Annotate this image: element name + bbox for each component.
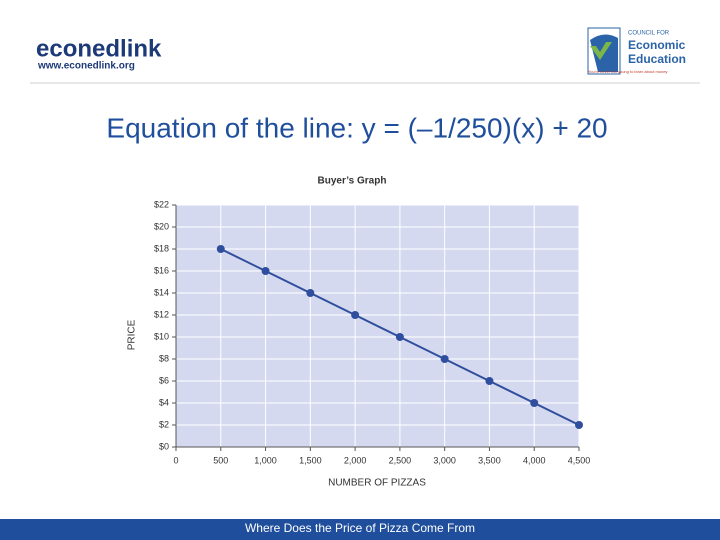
y-tick-label: $14 bbox=[154, 287, 169, 297]
data-point bbox=[261, 267, 270, 275]
x-tick-label: 2,000 bbox=[344, 455, 367, 465]
x-tick-label: 2,500 bbox=[389, 455, 412, 465]
council-icon-check bbox=[590, 42, 612, 60]
y-tick-label: $22 bbox=[154, 199, 169, 209]
council-line: Education bbox=[628, 52, 686, 66]
footer-text: Where Does the Price of Pizza Come From bbox=[245, 521, 475, 535]
data-point bbox=[395, 333, 404, 341]
data-point bbox=[530, 399, 539, 407]
y-tick-label: $12 bbox=[154, 309, 169, 319]
x-tick-label: 3,000 bbox=[433, 455, 456, 465]
x-tick-label: 1,500 bbox=[299, 455, 322, 465]
footer-bar bbox=[0, 519, 720, 540]
y-tick-label: $16 bbox=[154, 265, 169, 275]
data-point bbox=[216, 245, 225, 253]
x-tick-label: 3,500 bbox=[478, 455, 501, 465]
slide-title: Equation of the line: y = (–1/250)(x) + … bbox=[106, 112, 607, 143]
plot: $0 $2 $4 $6 $8 $10 $12 $14 $16 $18 $20 $22 0 500 1,000… bbox=[154, 199, 590, 465]
logo-name: econedlink bbox=[36, 35, 162, 62]
y-tick-label: $8 bbox=[159, 353, 169, 363]
data-point bbox=[575, 421, 583, 429]
logo-url: www.econedlink.org bbox=[37, 61, 135, 72]
data-point bbox=[440, 355, 449, 363]
x-tick-label: 1,000 bbox=[254, 455, 277, 465]
council-tagline: You're never too young to learn about mo… bbox=[588, 69, 668, 74]
y-tick-label: $10 bbox=[154, 331, 169, 341]
x-tick-label: 4,000 bbox=[523, 455, 546, 465]
data-point bbox=[306, 289, 315, 297]
y-tick-label: $0 bbox=[159, 441, 169, 451]
y-tick-label: $18 bbox=[154, 243, 169, 253]
y-axis-label: PRICE bbox=[127, 319, 138, 350]
council-top: COUNCIL FOR bbox=[628, 31, 670, 37]
x-tick-label: 0 bbox=[173, 455, 178, 465]
data-point bbox=[485, 377, 494, 385]
x-tick-label: 500 bbox=[213, 455, 228, 465]
y-tick-label: $20 bbox=[154, 221, 169, 231]
x-axis-label: NUMBER OF PIZZAS bbox=[328, 478, 426, 489]
chart-title: Buyer’s Graph bbox=[318, 176, 387, 187]
data-point bbox=[351, 311, 360, 319]
y-tick-label: $2 bbox=[159, 419, 169, 429]
y-tick-label: $6 bbox=[159, 375, 169, 385]
council-line: Economic bbox=[628, 38, 686, 52]
x-tick-label: 4,500 bbox=[568, 455, 591, 465]
y-tick-label: $4 bbox=[159, 397, 169, 407]
